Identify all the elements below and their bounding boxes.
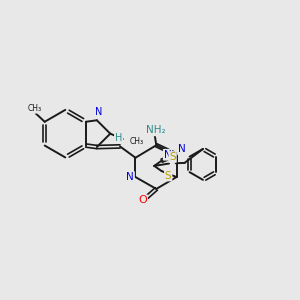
Text: N: N bbox=[94, 107, 102, 117]
Text: N: N bbox=[164, 150, 172, 160]
Text: CH₃: CH₃ bbox=[28, 104, 42, 113]
Text: CH₃: CH₃ bbox=[129, 137, 143, 146]
Text: NH₂: NH₂ bbox=[146, 125, 166, 135]
Text: N: N bbox=[126, 172, 134, 182]
Text: N: N bbox=[178, 144, 186, 154]
Text: S: S bbox=[165, 171, 172, 181]
Text: O: O bbox=[138, 195, 147, 205]
Text: S: S bbox=[169, 152, 176, 162]
Text: H: H bbox=[115, 133, 122, 143]
